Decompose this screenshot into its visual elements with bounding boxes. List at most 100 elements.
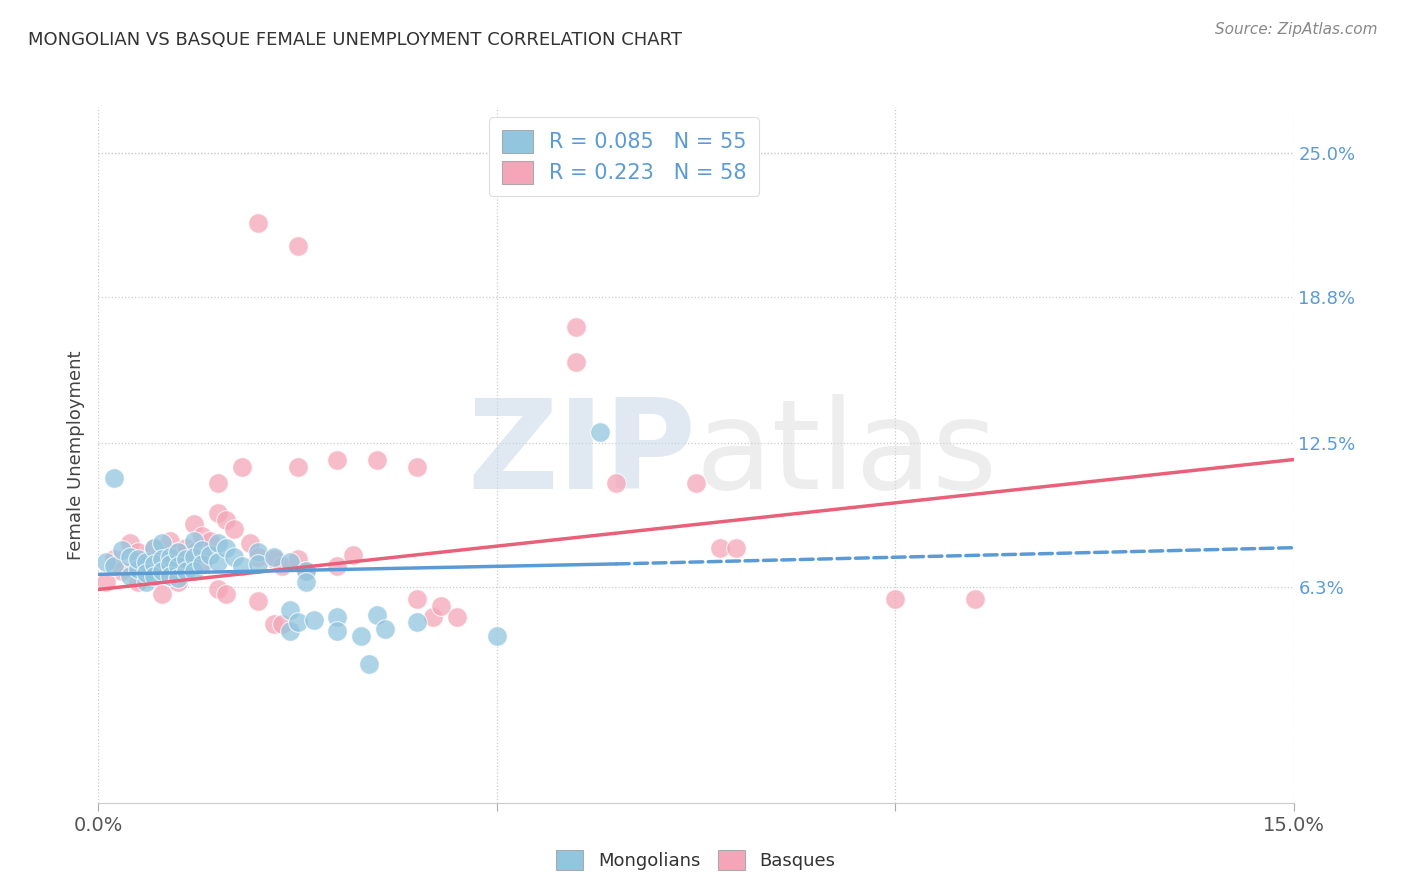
Point: [565, 320, 588, 334]
Point: [231, 459, 253, 474]
Point: [183, 533, 205, 548]
Point: [174, 552, 197, 566]
Point: [246, 216, 269, 230]
Point: [239, 536, 262, 550]
Point: [709, 541, 731, 555]
Point: [246, 549, 269, 564]
Point: [246, 557, 269, 571]
Point: [120, 549, 142, 564]
Point: [96, 575, 118, 590]
Point: [294, 564, 316, 578]
Point: [111, 564, 134, 578]
Point: [605, 475, 627, 490]
Point: [143, 557, 166, 571]
Text: Source: ZipAtlas.com: Source: ZipAtlas.com: [1215, 22, 1378, 37]
Point: [135, 555, 157, 569]
Point: [359, 657, 381, 671]
Point: [167, 571, 190, 585]
Point: [406, 615, 429, 629]
Point: [143, 568, 166, 582]
Y-axis label: Female Unemployment: Female Unemployment: [66, 351, 84, 559]
Point: [143, 541, 166, 555]
Point: [485, 629, 508, 643]
Text: atlas: atlas: [696, 394, 998, 516]
Point: [215, 541, 238, 555]
Point: [174, 564, 197, 578]
Point: [191, 543, 214, 558]
Point: [150, 536, 173, 550]
Point: [884, 591, 907, 606]
Point: [287, 459, 309, 474]
Point: [159, 557, 181, 571]
Point: [120, 536, 142, 550]
Point: [366, 607, 388, 622]
Point: [326, 610, 349, 624]
Point: [589, 425, 612, 439]
Point: [167, 575, 190, 590]
Point: [183, 564, 205, 578]
Point: [342, 548, 364, 562]
Point: [183, 517, 205, 532]
Point: [174, 559, 197, 574]
Point: [263, 549, 285, 564]
Point: [270, 617, 292, 632]
Point: [143, 541, 166, 555]
Text: ZIP: ZIP: [467, 394, 696, 516]
Point: [103, 552, 125, 566]
Point: [191, 555, 214, 569]
Legend: Mongolians, Basques: Mongolians, Basques: [548, 843, 844, 877]
Point: [406, 459, 429, 474]
Point: [150, 552, 173, 566]
Point: [287, 239, 309, 253]
Point: [167, 559, 190, 574]
Point: [326, 559, 349, 574]
Point: [150, 564, 173, 578]
Point: [326, 452, 349, 467]
Point: [430, 599, 453, 613]
Point: [724, 541, 747, 555]
Point: [287, 552, 309, 566]
Point: [278, 555, 301, 569]
Point: [159, 564, 181, 578]
Point: [222, 522, 245, 536]
Point: [143, 568, 166, 582]
Point: [406, 591, 429, 606]
Point: [183, 545, 205, 559]
Point: [287, 615, 309, 629]
Point: [207, 506, 229, 520]
Point: [294, 564, 316, 578]
Point: [446, 610, 468, 624]
Point: [174, 541, 197, 555]
Point: [198, 533, 221, 548]
Point: [270, 559, 292, 574]
Point: [103, 559, 125, 574]
Point: [278, 624, 301, 639]
Point: [198, 548, 221, 562]
Point: [222, 549, 245, 564]
Point: [565, 355, 588, 369]
Point: [231, 559, 253, 574]
Point: [263, 552, 285, 566]
Point: [135, 566, 157, 581]
Point: [685, 475, 707, 490]
Point: [191, 557, 214, 571]
Point: [135, 575, 157, 590]
Point: [159, 568, 181, 582]
Point: [183, 549, 205, 564]
Point: [159, 549, 181, 564]
Point: [120, 568, 142, 582]
Point: [111, 543, 134, 558]
Point: [135, 559, 157, 574]
Point: [207, 582, 229, 597]
Point: [302, 613, 325, 627]
Point: [207, 536, 229, 550]
Point: [294, 575, 316, 590]
Point: [326, 624, 349, 639]
Point: [191, 529, 214, 543]
Point: [96, 555, 118, 569]
Point: [215, 513, 238, 527]
Point: [374, 622, 396, 636]
Point: [366, 452, 388, 467]
Point: [278, 603, 301, 617]
Point: [167, 545, 190, 559]
